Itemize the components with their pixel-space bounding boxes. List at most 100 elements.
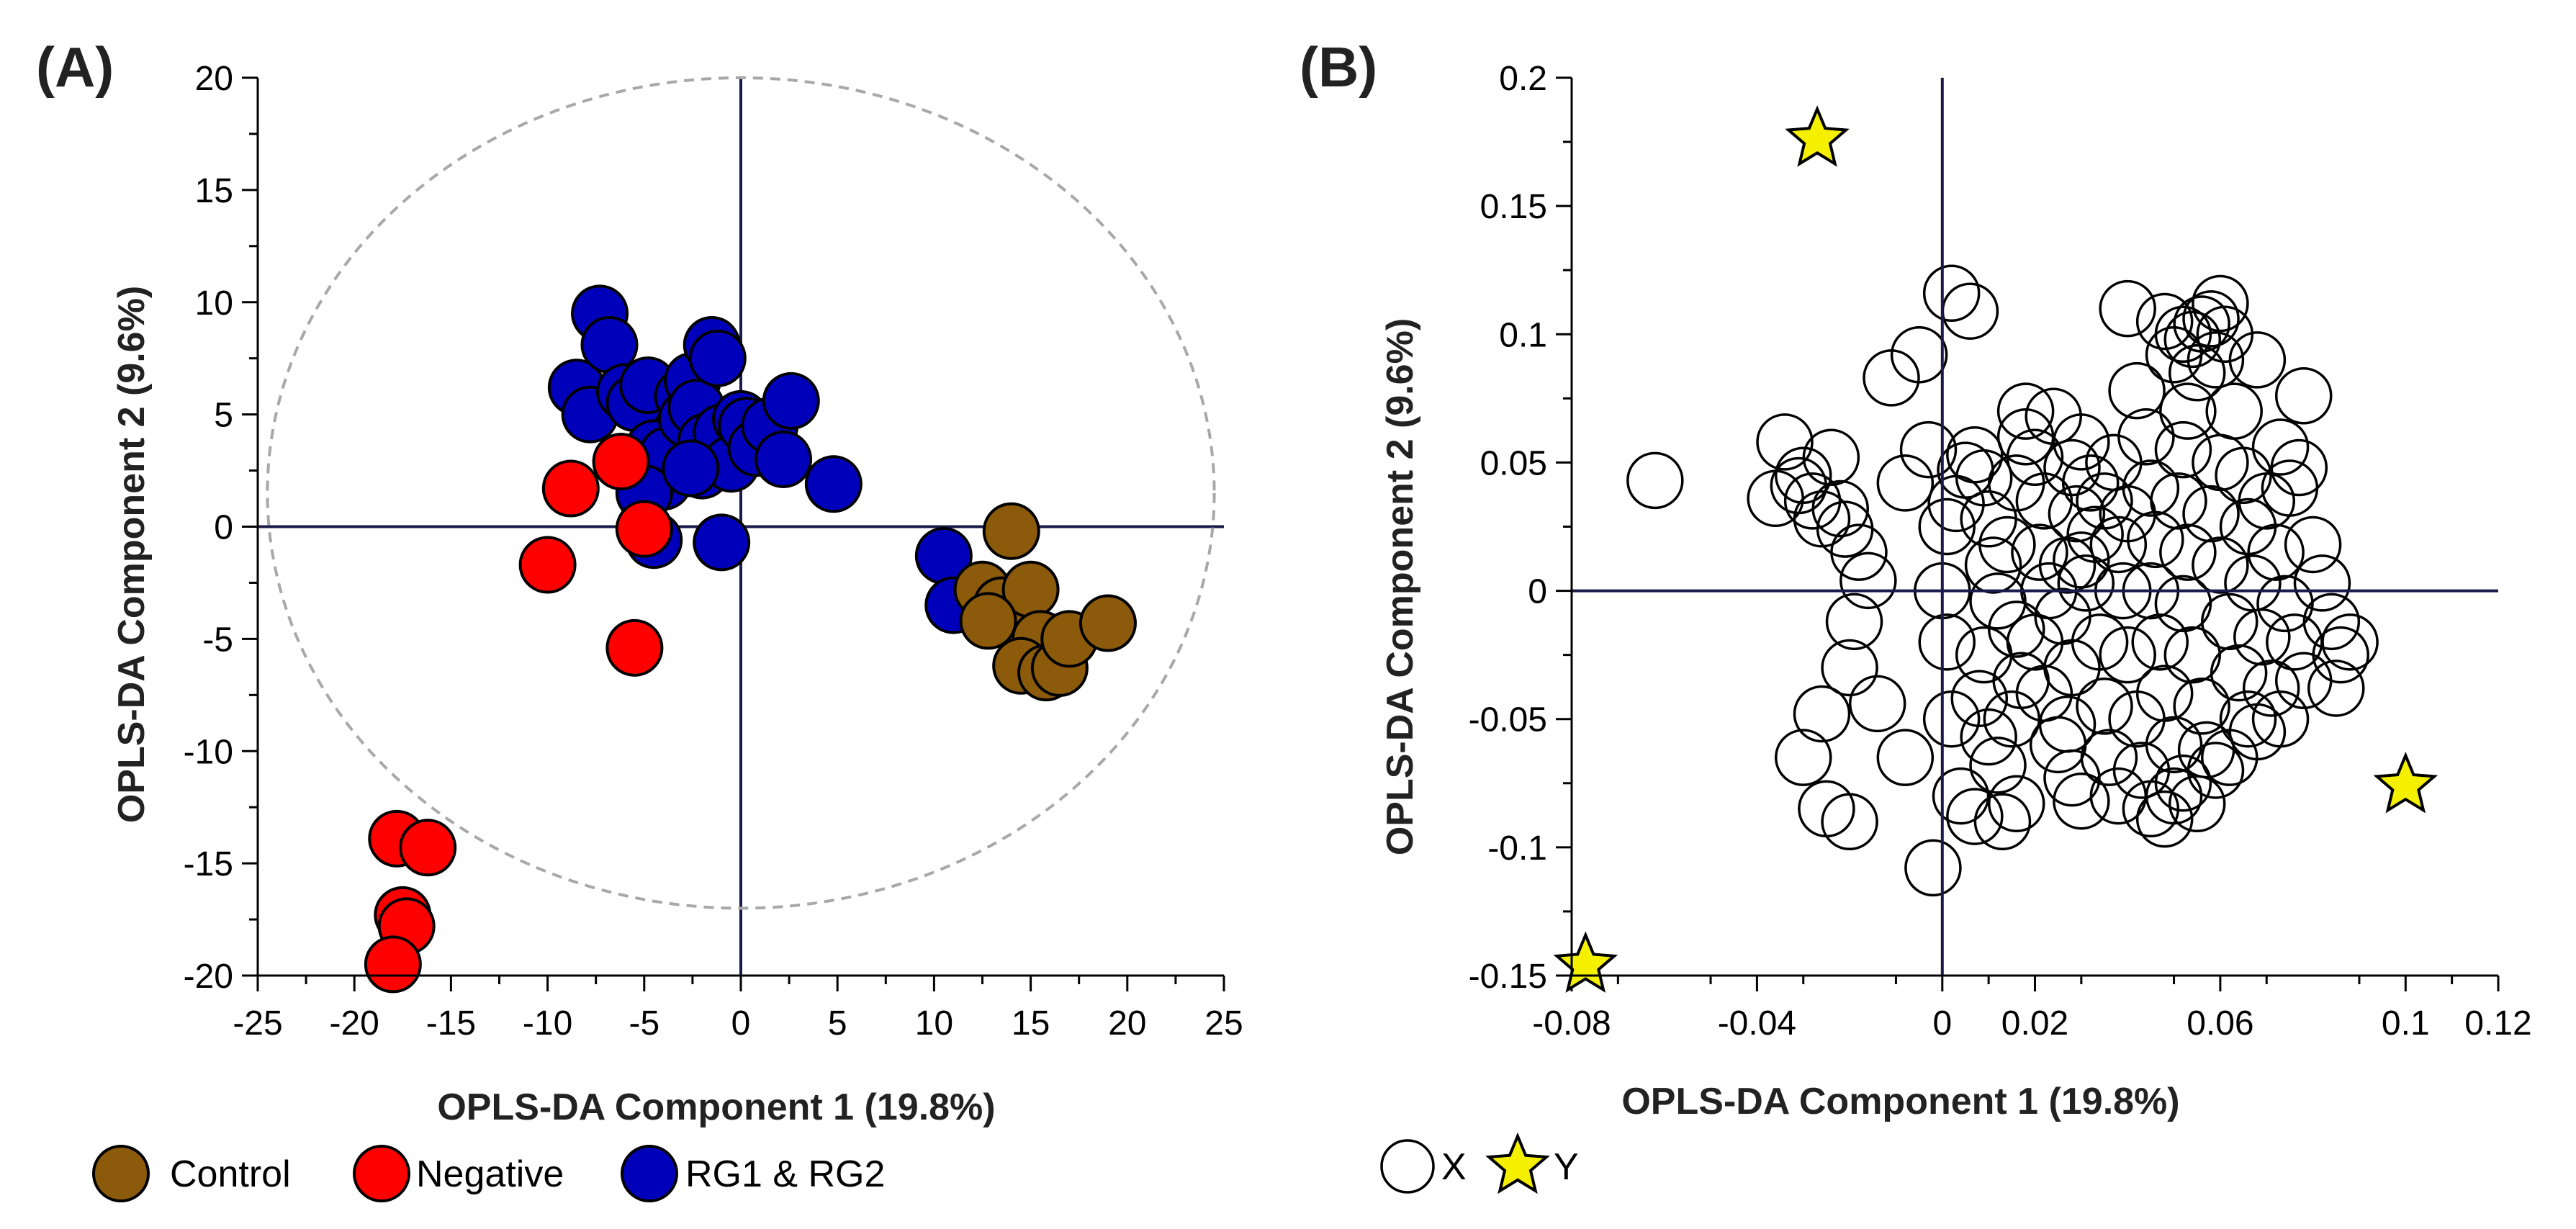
a-xtick-label: -15 bbox=[426, 1004, 476, 1043]
loading-x-point bbox=[1626, 451, 1684, 510]
a-xtick-label: -10 bbox=[523, 1004, 572, 1043]
loading-x-point bbox=[2247, 523, 2305, 581]
loading-x-point bbox=[2302, 593, 2361, 651]
b-ytick-label: 0.2 bbox=[1499, 60, 1547, 98]
loading-x-point bbox=[1950, 670, 2009, 727]
loading-y-star bbox=[1785, 105, 1850, 167]
loading-x-point bbox=[2145, 716, 2203, 774]
point-rg1-rg2 bbox=[762, 372, 820, 430]
panel-a-points bbox=[364, 284, 1137, 994]
loading-x-point bbox=[2089, 516, 2148, 574]
loading-x-point bbox=[2061, 454, 2120, 512]
panel-a-confidence-ellipse bbox=[266, 76, 1216, 910]
panel-b-legend: X Y bbox=[1380, 1132, 1579, 1194]
loading-x-point bbox=[2192, 274, 2249, 333]
b-xtick-label: 0.06 bbox=[2187, 1004, 2253, 1043]
b-xtick-label: -0.04 bbox=[1718, 1004, 1796, 1043]
loading-x-point bbox=[1783, 472, 1842, 530]
loading-x-point bbox=[2321, 613, 2379, 671]
a-xtick-label: 10 bbox=[915, 1004, 953, 1043]
panel-a-ticks: -25 -20 -15 -10 -5 0 5 10 15 20 25-20-15-10-505101… bbox=[184, 60, 1243, 1043]
a-xtick-label: 0 bbox=[731, 1004, 751, 1043]
loading-x-point bbox=[1969, 572, 2027, 630]
loading-x-point bbox=[1964, 536, 2022, 594]
a-ytick-label: -15 bbox=[184, 845, 233, 883]
point-rg1-rg2 bbox=[755, 430, 813, 488]
loading-x-point bbox=[2076, 677, 2133, 735]
loading-x-point bbox=[2274, 652, 2333, 710]
legend-control-label: Control bbox=[170, 1153, 291, 1195]
legend-negative-marker bbox=[353, 1145, 410, 1202]
b-xtick-label: 0.1 bbox=[2382, 1004, 2430, 1043]
b-ytick-label: 0.1 bbox=[1499, 316, 1547, 354]
a-ytick-label: -20 bbox=[184, 958, 233, 996]
loading-x-point bbox=[1988, 775, 2045, 833]
loading-x-point bbox=[2242, 659, 2300, 717]
b-ytick-label: 0.15 bbox=[1480, 188, 1547, 226]
panel-a-axes bbox=[256, 78, 1224, 977]
loading-x-point bbox=[1969, 737, 2027, 794]
loading-x-point bbox=[2154, 420, 2212, 479]
loading-x-point bbox=[2293, 554, 2351, 612]
point-negative bbox=[399, 819, 457, 877]
loading-x-point bbox=[2168, 343, 2226, 402]
a-xtick-label: 20 bbox=[1108, 1004, 1146, 1043]
b-ytick-label: -0.05 bbox=[1469, 701, 1547, 739]
a-ytick-label: 10 bbox=[195, 284, 233, 323]
loading-x-point bbox=[1904, 839, 1962, 897]
loading-x-point bbox=[2187, 742, 2245, 799]
loading-x-point bbox=[1802, 428, 1860, 487]
point-rg1-rg2 bbox=[804, 455, 863, 513]
loading-x-point bbox=[2205, 382, 2263, 440]
loading-x-point bbox=[1922, 264, 1981, 323]
loading-x-point bbox=[1756, 413, 1814, 471]
panel-b-label: (B) bbox=[1300, 35, 1377, 99]
a-xtick-label: -25 bbox=[233, 1004, 282, 1043]
a-ytick-label: 20 bbox=[195, 60, 233, 98]
loading-x-point bbox=[2274, 367, 2333, 425]
loading-x-point bbox=[2251, 690, 2310, 748]
b-xtick-label: 0.02 bbox=[2001, 1004, 2068, 1043]
loading-x-point bbox=[2053, 531, 2110, 589]
loading-x-point bbox=[2192, 536, 2249, 594]
legend-rg-marker bbox=[621, 1145, 678, 1202]
loading-x-point bbox=[2135, 292, 2194, 351]
a-xtick-label: -20 bbox=[330, 1004, 379, 1043]
legend-rg-label: RG1 & RG2 bbox=[685, 1153, 885, 1195]
loading-x-point bbox=[2117, 408, 2175, 466]
loading-x-point bbox=[1996, 408, 2055, 466]
panel-a-ylabel: OPLS-DA Component 2 (9.6%) bbox=[111, 286, 153, 823]
loading-x-point bbox=[2085, 433, 2143, 492]
loading-x-point bbox=[2080, 729, 2138, 786]
point-rg1-rg2 bbox=[662, 439, 720, 498]
loading-x-point bbox=[1793, 490, 1851, 548]
loading-x-point bbox=[2154, 755, 2212, 812]
panel-b: (B) OPLS-DA Component 1 (19.8%) OPLS-DA … bbox=[1300, 35, 2532, 1194]
loading-x-point bbox=[2108, 361, 2166, 420]
panel-b-points bbox=[1626, 264, 2379, 897]
loading-x-point bbox=[1821, 639, 1878, 697]
loading-x-point bbox=[1848, 675, 1906, 733]
loading-x-point bbox=[2159, 523, 2217, 581]
loading-x-point bbox=[2163, 310, 2222, 369]
b-xtick-label: 0.12 bbox=[2464, 1004, 2531, 1043]
point-negative bbox=[364, 935, 422, 994]
loading-x-point bbox=[2112, 742, 2171, 799]
loading-x-point bbox=[2131, 613, 2189, 671]
loading-x-point bbox=[1775, 729, 1832, 786]
loading-y-star bbox=[2373, 752, 2438, 814]
loading-x-point bbox=[1941, 282, 1999, 340]
loading-x-point bbox=[1811, 480, 1869, 538]
b-xtick-label: -0.08 bbox=[1532, 1004, 1611, 1043]
legend-negative-label: Negative bbox=[416, 1153, 564, 1195]
loading-x-point bbox=[2038, 695, 2097, 753]
a-ytick-label: 15 bbox=[195, 172, 233, 210]
point-negative bbox=[518, 536, 577, 594]
panel-a-label: (A) bbox=[36, 35, 114, 99]
legend-x-label: X bbox=[1441, 1146, 1467, 1188]
panel-a-legend: Control Negative RG1 & RG2 bbox=[92, 1145, 885, 1202]
b-xtick-label: 0 bbox=[1932, 1004, 1952, 1043]
panel-b-xlabel: OPLS-DA Component 1 (19.8%) bbox=[1621, 1081, 2179, 1122]
point-negative bbox=[605, 618, 664, 677]
loading-x-point bbox=[2182, 485, 2240, 543]
